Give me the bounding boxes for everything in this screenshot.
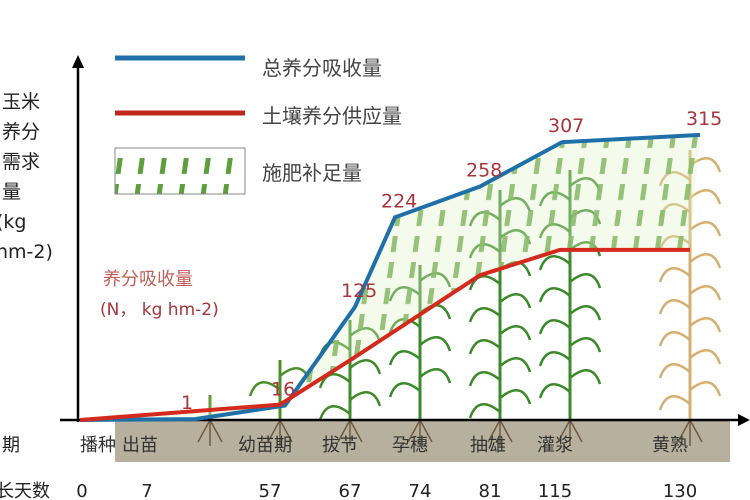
point-label: 258 [466, 160, 502, 182]
corn-leaf [689, 285, 722, 301]
corn-leaf [349, 391, 382, 407]
corn-leaf [689, 317, 722, 333]
soil-band [115, 420, 730, 462]
y-axis-arrow-icon [72, 55, 84, 68]
y-axis-label-line: 玉米 [2, 91, 40, 113]
corn-leaf [388, 382, 421, 398]
point-label: 1 [181, 392, 193, 414]
y-axis-label-line: (kg [0, 211, 26, 233]
corn-leaf [468, 371, 501, 387]
stage-label: 拔节 [322, 435, 358, 456]
y-axis-label-line: 养分 [2, 121, 40, 143]
point-label: 224 [381, 190, 417, 212]
corn-leaf [658, 299, 691, 315]
fertilizer-supplement-bg [80, 134, 700, 421]
corn-roots [677, 419, 703, 446]
legend-label-total: 总养分吸收量 [262, 56, 382, 80]
day-label: 67 [339, 481, 362, 500]
legend-label-soil: 土壤养分供应量 [262, 104, 402, 128]
stage-label: 灌浆 [537, 435, 573, 456]
corn-leaf [419, 368, 452, 384]
day-label: 57 [259, 481, 282, 500]
corn-leaf [419, 336, 452, 352]
corn-leaf [658, 267, 691, 283]
y-axis-label-line: 需求 [2, 151, 40, 173]
stage-row-label: 期 [2, 435, 20, 456]
point-label: 315 [686, 108, 722, 130]
corn-leaf [468, 339, 501, 355]
corn-roots [267, 419, 293, 446]
x-axis-arrow-icon [738, 414, 750, 426]
stage-label: 孕穗 [392, 435, 428, 456]
corn-leaf [569, 305, 602, 321]
stage-label: 播种 [80, 435, 116, 456]
point-label: 16 [271, 379, 295, 401]
corn-leaf [499, 357, 532, 373]
corn-leaf [689, 253, 722, 269]
corn-leaf [349, 359, 382, 375]
corn-leaf [658, 331, 691, 347]
corn-leaf [658, 395, 691, 411]
y-axis-label-line: hm-2) [0, 241, 53, 263]
corn-leaf [499, 293, 532, 309]
day-label: 0 [76, 481, 87, 500]
corn-roots [407, 419, 433, 446]
corn-leaf [538, 287, 571, 303]
corn-leaf [538, 383, 571, 399]
corn-leaf [689, 221, 722, 237]
corn-leaf [538, 319, 571, 335]
day-label: 7 [141, 481, 152, 500]
corn-roots [557, 419, 583, 446]
corn-leaf [468, 403, 501, 419]
day-label: 74 [409, 481, 432, 500]
corn-leaf [689, 349, 722, 365]
corn-leaf [318, 405, 351, 421]
corn-leaf [689, 381, 722, 397]
days-row-label: 长天数 [0, 481, 50, 500]
stage-label: 抽雄 [470, 435, 506, 456]
legend-label-hatch: 施肥补足量 [262, 161, 362, 185]
annotation-unit: (N， kg hm-2) [100, 300, 219, 320]
corn-leaf [569, 369, 602, 385]
day-label: 130 [663, 481, 697, 500]
corn-leaf [658, 363, 691, 379]
corn-leaf [318, 373, 351, 389]
y-axis-label-line: 量 [2, 181, 21, 203]
series-soil-supply-line [79, 247, 690, 422]
corn-leaf [569, 273, 602, 289]
legend-swatch-hatch [114, 147, 246, 195]
corn-roots [337, 419, 363, 446]
fertilizer-supplement-area [80, 134, 700, 421]
legend: 总养分吸收量 土壤养分供应量 施肥补足量 [114, 55, 402, 195]
stage-label: 出苗 [122, 435, 158, 456]
corn-roots [487, 419, 513, 446]
point-label: 307 [548, 115, 584, 137]
corn-roots [197, 419, 223, 446]
point-label: 125 [341, 280, 377, 302]
annotation-title: 养分吸收量 [103, 269, 193, 290]
stage-label: 幼苗期 [238, 435, 292, 456]
day-label: 81 [479, 481, 502, 500]
corn-leaf [468, 307, 501, 323]
day-label: 115 [538, 481, 572, 500]
corn-leaf [248, 381, 281, 397]
corn-leaf [388, 350, 421, 366]
stage-label: 黄熟 [652, 435, 688, 456]
corn-leaf [499, 325, 532, 341]
corn-leaf [499, 389, 532, 405]
corn-leaf [538, 255, 571, 271]
corn-leaf [538, 351, 571, 367]
series-total-uptake-line [79, 132, 701, 422]
corn-leaf [569, 337, 602, 353]
